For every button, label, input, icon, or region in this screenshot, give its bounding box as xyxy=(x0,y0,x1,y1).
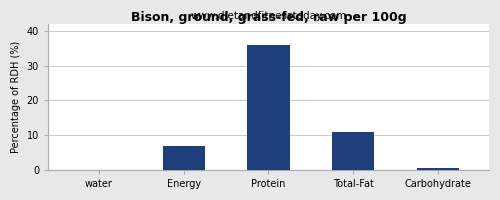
Title: Bison, ground, grass-fed, raw per 100g: Bison, ground, grass-fed, raw per 100g xyxy=(130,11,406,24)
Bar xyxy=(332,132,374,170)
Bar xyxy=(417,168,459,170)
Y-axis label: Percentage of RDH (%): Percentage of RDH (%) xyxy=(11,41,21,153)
Text: www.dietandfitnesstoday.com: www.dietandfitnesstoday.com xyxy=(190,11,346,21)
Bar xyxy=(248,45,290,170)
Bar xyxy=(162,146,205,170)
